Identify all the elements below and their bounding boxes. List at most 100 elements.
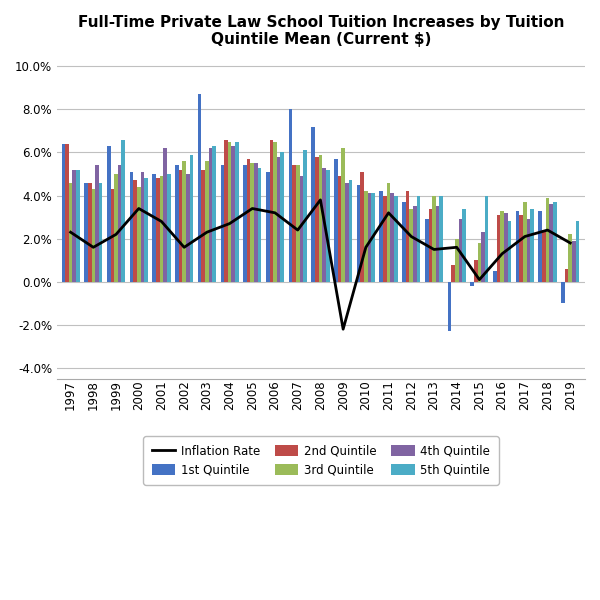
Inflation Rate	[181, 244, 188, 251]
Inflation Rate	[407, 233, 415, 240]
Bar	[76, 170, 80, 282]
Bar	[361, 172, 364, 282]
Bar	[254, 163, 258, 282]
Bar	[383, 196, 387, 282]
Bar	[516, 211, 520, 282]
Bar	[228, 142, 232, 282]
Bar	[243, 166, 247, 282]
Bar	[299, 176, 303, 282]
Bar	[458, 219, 462, 282]
Inflation Rate	[135, 205, 142, 212]
Bar	[345, 182, 349, 282]
Inflation Rate	[294, 226, 301, 233]
Inflation Rate	[90, 244, 97, 251]
Bar	[250, 163, 254, 282]
Bar	[140, 172, 144, 282]
Bar	[520, 215, 523, 282]
Bar	[137, 187, 140, 282]
Inflation Rate	[521, 233, 529, 240]
Bar	[73, 170, 76, 282]
Bar	[497, 215, 500, 282]
Bar	[133, 181, 137, 282]
Bar	[338, 176, 341, 282]
Bar	[428, 209, 432, 282]
Bar	[273, 142, 277, 282]
Bar	[167, 174, 170, 282]
Bar	[364, 191, 368, 282]
Bar	[561, 282, 565, 304]
Bar	[530, 209, 534, 282]
Bar	[417, 196, 421, 282]
Bar	[163, 148, 167, 282]
Bar	[277, 157, 280, 282]
Bar	[553, 202, 557, 282]
Bar	[235, 142, 239, 282]
Bar	[575, 221, 580, 282]
Inflation Rate	[362, 244, 370, 251]
Inflation Rate	[158, 218, 165, 225]
Bar	[198, 94, 202, 282]
Bar	[474, 260, 478, 282]
Bar	[485, 196, 488, 282]
Bar	[481, 232, 485, 282]
Inflation Rate	[226, 220, 233, 227]
Bar	[209, 148, 212, 282]
Bar	[95, 166, 99, 282]
Bar	[368, 193, 371, 282]
Bar	[448, 282, 451, 331]
Bar	[121, 140, 125, 282]
Bar	[315, 157, 319, 282]
Bar	[436, 206, 439, 282]
Bar	[572, 241, 575, 282]
Bar	[326, 170, 329, 282]
Bar	[542, 230, 546, 282]
Legend: Inflation Rate, 1st Quintile, 2nd Quintile, 3rd Quintile, 4th Quintile, 5th Quin: Inflation Rate, 1st Quintile, 2nd Quinti…	[143, 436, 499, 485]
Bar	[212, 146, 216, 282]
Inflation Rate	[544, 226, 551, 233]
Bar	[406, 191, 409, 282]
Bar	[190, 155, 193, 282]
Bar	[156, 178, 160, 282]
Inflation Rate	[499, 250, 506, 257]
Bar	[439, 196, 443, 282]
Bar	[130, 172, 133, 282]
Bar	[152, 174, 156, 282]
Bar	[232, 146, 235, 282]
Bar	[280, 152, 284, 282]
Bar	[311, 127, 315, 282]
Bar	[88, 182, 92, 282]
Line: Inflation Rate: Inflation Rate	[71, 200, 570, 329]
Bar	[303, 151, 307, 282]
Bar	[527, 219, 530, 282]
Inflation Rate	[385, 209, 392, 217]
Bar	[341, 148, 345, 282]
Inflation Rate	[112, 231, 119, 238]
Inflation Rate	[317, 196, 324, 203]
Bar	[550, 204, 553, 282]
Bar	[258, 167, 262, 282]
Bar	[538, 211, 542, 282]
Bar	[319, 155, 322, 282]
Bar	[432, 196, 436, 282]
Bar	[394, 196, 398, 282]
Bar	[62, 144, 65, 282]
Bar	[402, 202, 406, 282]
Bar	[107, 146, 110, 282]
Bar	[349, 181, 352, 282]
Bar	[387, 182, 391, 282]
Bar	[224, 140, 228, 282]
Inflation Rate	[476, 276, 483, 283]
Inflation Rate	[566, 239, 574, 247]
Bar	[371, 193, 375, 282]
Bar	[334, 159, 338, 282]
Bar	[289, 109, 292, 282]
Bar	[160, 176, 163, 282]
Bar	[99, 182, 103, 282]
Bar	[296, 166, 299, 282]
Bar	[357, 185, 361, 282]
Inflation Rate	[340, 326, 347, 333]
Bar	[247, 159, 250, 282]
Bar	[413, 206, 417, 282]
Bar	[202, 170, 205, 282]
Bar	[144, 178, 148, 282]
